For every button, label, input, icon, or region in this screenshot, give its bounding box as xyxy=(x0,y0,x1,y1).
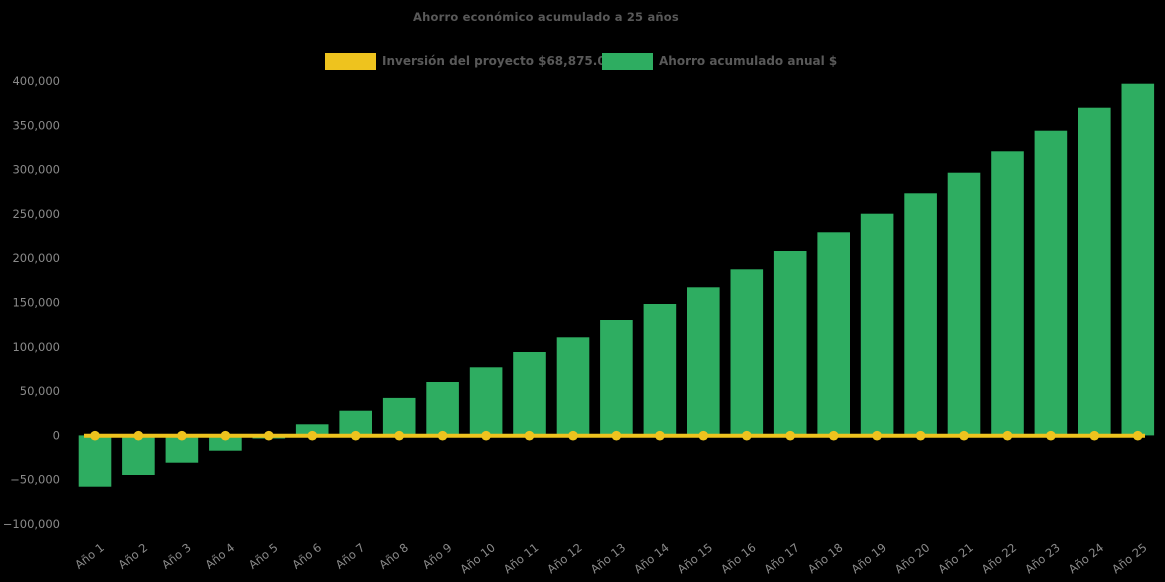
investment-line-marker xyxy=(264,430,274,441)
investment-line-marker xyxy=(785,430,795,441)
x-tick-label: Año 8 xyxy=(376,540,411,571)
legend-label-ahorro: Ahorro acumulado anual $ xyxy=(659,54,838,68)
bar-año-8 xyxy=(382,397,416,436)
x-tick-label: Año 15 xyxy=(675,540,716,576)
bar-año-4 xyxy=(209,435,242,451)
y-tick-label: 100,000 xyxy=(12,340,60,354)
bar-año-11 xyxy=(513,352,546,436)
x-tick-label: Año 25 xyxy=(1109,540,1150,576)
y-tick-label: −100,000 xyxy=(3,517,60,531)
y-tick-label: 250,000 xyxy=(12,207,60,221)
investment-line-marker xyxy=(220,430,231,441)
x-tick-label: Año 5 xyxy=(246,540,281,571)
bar-año-9 xyxy=(426,382,459,436)
investment-line-marker xyxy=(350,430,361,441)
x-tick-label: Año 9 xyxy=(420,540,455,571)
bar-año-24 xyxy=(1078,107,1111,436)
x-tick-label: Año 2 xyxy=(116,540,151,571)
x-tick-label: Año 18 xyxy=(805,540,846,576)
investment-line-marker xyxy=(1133,430,1143,441)
bar-año-25 xyxy=(1121,83,1155,436)
investment-line-marker xyxy=(1046,430,1056,441)
bar-año-22 xyxy=(991,151,1024,436)
bar-año-1 xyxy=(78,435,112,487)
investment-line-marker xyxy=(307,430,318,441)
x-tick-label: Año 16 xyxy=(718,540,759,576)
bar-año-23 xyxy=(1034,130,1068,436)
investment-line-marker xyxy=(394,430,405,441)
y-tick-label: 200,000 xyxy=(12,251,60,265)
bar-año-16 xyxy=(730,269,764,436)
legend-swatch-ahorro-icon xyxy=(602,52,653,70)
investment-line-marker xyxy=(611,430,622,441)
bar-año-17 xyxy=(773,251,807,436)
x-tick-label: Año 11 xyxy=(501,540,542,576)
legend-item-inversion: Inversión del proyecto $68,875.00 xyxy=(325,52,614,70)
bar-año-19 xyxy=(860,213,894,436)
bar-año-20 xyxy=(904,193,937,436)
bar-año-15 xyxy=(687,287,720,436)
legend-swatch-inversion-icon xyxy=(325,52,376,70)
x-tick-label: Año 6 xyxy=(289,540,324,571)
x-tick-label: Año 14 xyxy=(631,540,672,576)
investment-line-marker xyxy=(1089,430,1100,441)
y-tick-label: −50,000 xyxy=(10,473,60,487)
y-tick-label: 350,000 xyxy=(12,118,60,132)
investment-line-marker xyxy=(437,430,448,441)
legend-label-inversion: Inversión del proyecto $68,875.00 xyxy=(382,54,615,68)
legend-item-ahorro: Ahorro acumulado anual $ xyxy=(602,52,837,70)
bar-año-18 xyxy=(817,232,850,436)
investment-line-marker xyxy=(698,430,709,441)
x-tick-label: Año 1 xyxy=(72,540,107,571)
investment-line-marker xyxy=(655,430,665,441)
y-tick-label: 300,000 xyxy=(12,163,60,177)
chart-title: Ahorro económico acumulado a 25 años xyxy=(413,10,679,24)
y-tick-label: 50,000 xyxy=(20,384,60,398)
bar-año-6 xyxy=(295,424,329,436)
bar-año-21 xyxy=(947,172,981,436)
x-tick-label: Año 7 xyxy=(333,540,368,571)
investment-line-marker xyxy=(524,430,535,441)
x-tick-label: Año 12 xyxy=(544,540,585,576)
x-tick-label: Año 17 xyxy=(762,540,803,576)
y-tick-label: 0 xyxy=(53,428,60,442)
x-tick-label: Año 13 xyxy=(588,540,629,576)
x-tick-label: Año 21 xyxy=(935,540,976,576)
x-tick-label: Año 20 xyxy=(892,540,933,576)
bar-año-10 xyxy=(469,367,503,436)
x-tick-label: Año 23 xyxy=(1022,540,1063,576)
investment-line-marker xyxy=(959,430,969,441)
y-tick-label: 400,000 xyxy=(12,74,60,88)
bar-año-13 xyxy=(600,320,633,436)
bar-año-12 xyxy=(556,337,590,436)
investment-line-marker xyxy=(90,430,100,441)
x-tick-label: Año 24 xyxy=(1066,540,1107,576)
investment-line-marker xyxy=(1002,430,1013,441)
investment-line-marker xyxy=(828,430,839,441)
x-tick-label: Año 19 xyxy=(848,540,889,576)
y-tick-label: 150,000 xyxy=(12,296,60,310)
investment-line-marker xyxy=(133,430,144,441)
investment-line-marker xyxy=(481,430,491,441)
x-tick-label: Año 10 xyxy=(457,540,498,576)
bar-año-2 xyxy=(122,435,155,475)
x-tick-label: Año 22 xyxy=(979,540,1020,576)
investment-line-marker xyxy=(177,430,187,441)
x-tick-label: Año 4 xyxy=(202,540,237,571)
investment-line-marker xyxy=(742,430,752,441)
investment-line-marker xyxy=(872,430,882,441)
x-tick-label: Año 3 xyxy=(159,540,194,571)
investment-line-marker xyxy=(568,430,578,441)
investment-line-marker xyxy=(915,430,926,441)
bar-año-14 xyxy=(643,304,677,436)
